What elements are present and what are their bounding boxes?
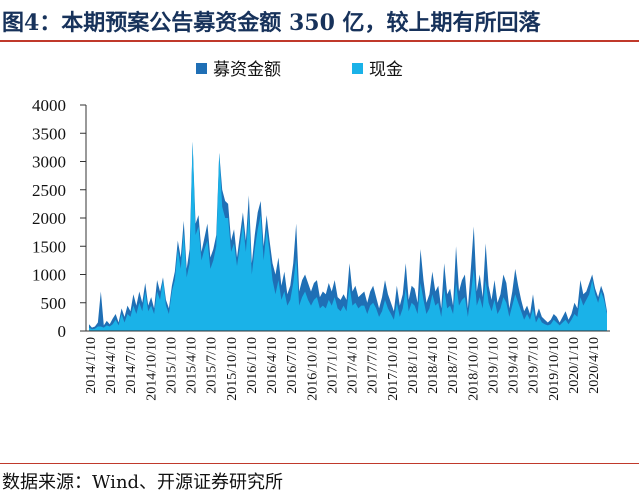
y-tick-label: 1500 [32,237,66,256]
x-tick-label: 2015/1/10 [165,337,180,394]
legend-swatch [196,63,207,74]
legend-swatch [352,63,363,74]
legend-label: 募资金额 [213,60,281,80]
x-tick-label: 2019/7/10 [527,337,542,394]
x-tick-label: 2017/1/10 [325,337,340,394]
y-tick-label: 3000 [32,153,66,172]
chart-title: 图4：本期预案公告募资金额 350 亿，较上期有所回落 [2,10,541,36]
x-tick-label: 2015/4/10 [185,337,200,394]
x-tick-label: 2019/1/10 [486,337,501,394]
x-tick-label: 2019/10/10 [547,337,562,401]
x-tick-label: 2014/7/10 [124,337,139,394]
x-tick-label: 2014/4/10 [104,337,119,394]
x-tick-label: 2014/10/10 [144,337,159,401]
x-tick-label: 2017/7/10 [366,337,381,394]
x-tick-label: 2016/4/10 [265,337,280,394]
y-axis: 4000 3500 3000 2500 2000 1500 1000 500 0 [32,96,87,341]
x-tick-label: 2015/10/10 [225,337,240,401]
x-tick-label: 2015/7/10 [205,337,220,394]
x-tick-label: 2018/4/10 [426,337,441,394]
x-tick-label: 2018/7/10 [446,337,461,394]
x-axis: 2014/1/10 2014/4/10 2014/7/10 2014/10/10 201… [84,330,610,401]
x-tick-label: 2016/7/10 [285,337,300,394]
legend: 募资金额 现金 [196,60,403,80]
x-tick-label: 2018/10/10 [466,337,481,401]
x-tick-label: 2017/4/10 [346,337,361,394]
y-tick-label: 2000 [32,209,66,228]
series-area-cash [89,141,607,331]
title-rule [0,40,639,42]
x-tick-label: 2014/1/10 [84,337,99,394]
legend-label: 现金 [369,60,403,80]
source-note: 数据来源：Wind、开源证券研究所 [2,472,284,493]
footer-rule [0,463,639,464]
title-bar: 图4：本期预案公告募资金额 350 亿，较上期有所回落 [0,0,639,40]
x-tick-label: 2018/1/10 [406,337,421,394]
x-tick-label: 2016/10/10 [305,337,320,401]
x-tick-label: 2020/4/10 [587,337,602,394]
y-tick-label: 0 [58,322,67,341]
plot-area [89,141,607,331]
x-tick-label: 2019/4/10 [507,337,522,394]
y-tick-label: 4000 [32,96,66,115]
y-tick-label: 500 [41,294,67,313]
chart: 募资金额 现金 40003500300025002000150010005000 … [32,60,610,401]
x-tick-label: 2016/1/10 [245,337,260,394]
x-tick-label: 2017/10/10 [386,337,401,401]
x-tick-label: 2020/1/10 [567,337,582,394]
y-tick-label: 1000 [32,266,66,285]
y-tick-label: 2500 [32,181,66,200]
y-tick-label: 3500 [32,124,66,143]
